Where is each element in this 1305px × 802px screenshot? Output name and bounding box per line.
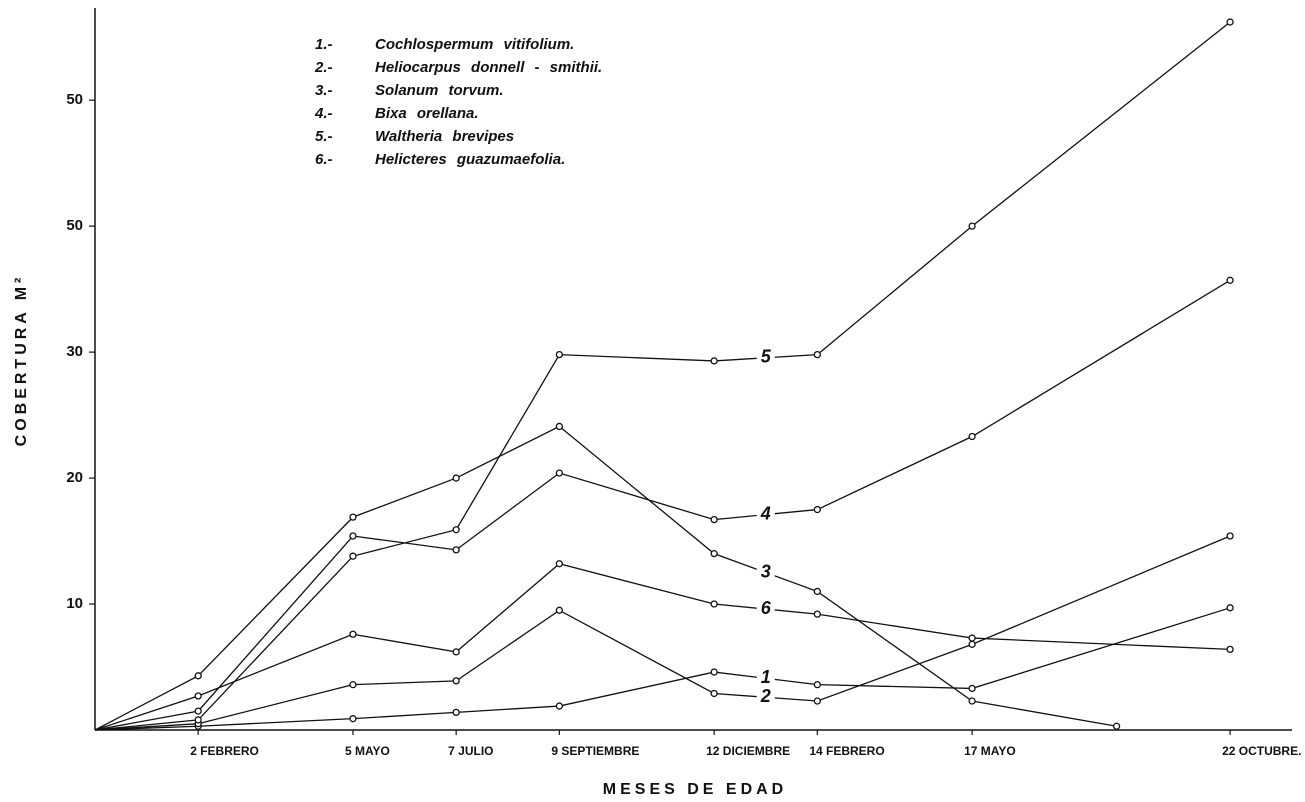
x-tick-label: 9 SEPTIEMBRE — [551, 744, 639, 758]
data-point — [349, 681, 357, 689]
data-point — [452, 708, 460, 717]
data-point — [349, 715, 357, 723]
legend-number: 1.- — [315, 36, 333, 53]
y-tick-label: 20 — [66, 469, 83, 486]
series-line — [94, 535, 1231, 731]
data-point — [349, 532, 357, 540]
data-point — [710, 600, 718, 608]
x-tick-label: 12 DICIEMBRE — [706, 744, 790, 758]
series-tag: 5 — [761, 347, 772, 367]
data-point — [194, 707, 202, 715]
series-tag: 3 — [761, 561, 771, 581]
data-point — [710, 357, 718, 365]
tag-background — [756, 598, 775, 621]
legend-label: Solanum torvum. — [375, 82, 504, 99]
data-point — [349, 552, 357, 560]
tag-background — [756, 667, 775, 690]
data-point — [452, 526, 460, 534]
data-point — [813, 681, 821, 689]
data-point — [813, 350, 821, 359]
data-point — [1226, 18, 1234, 26]
tag-background — [756, 503, 775, 526]
tag-background — [756, 346, 775, 369]
legend-label: Cochlospermum vitifolium. — [375, 36, 574, 53]
legend-label: Bixa orellana. — [375, 105, 479, 122]
series-line — [94, 425, 1117, 731]
legend-number: 5.- — [315, 128, 333, 145]
y-tick-label: 30 — [66, 343, 83, 360]
data-point — [452, 474, 460, 482]
legend-number: 4.- — [314, 105, 333, 122]
x-tick-label: 22 OCTUBRE. — [1222, 744, 1301, 758]
data-point — [1226, 645, 1234, 654]
tag-background — [756, 561, 775, 584]
data-point — [194, 716, 202, 724]
data-point — [555, 469, 564, 477]
data-point — [555, 702, 564, 710]
data-point — [813, 505, 821, 514]
legend-number: 2.- — [314, 59, 333, 76]
legend-label: Waltheria brevipes — [375, 128, 514, 145]
data-point — [194, 692, 202, 700]
series-tag: 6 — [761, 598, 772, 618]
data-point — [555, 350, 564, 359]
data-point — [968, 432, 976, 441]
data-point — [813, 610, 821, 618]
y-axis-title: COBERTURA M² — [13, 274, 30, 447]
data-point — [710, 689, 718, 698]
y-tick-label: 10 — [66, 595, 83, 612]
data-point — [710, 549, 718, 558]
data-point — [349, 630, 357, 638]
data-point — [813, 697, 821, 705]
data-point — [194, 672, 202, 680]
legend-number: 3.- — [315, 82, 333, 99]
data-point — [555, 422, 564, 431]
data-point — [968, 634, 976, 642]
data-point — [968, 222, 976, 230]
series-line — [94, 21, 1231, 731]
series-tag: 4 — [760, 503, 771, 523]
data-point — [1226, 604, 1234, 612]
y-tick-label: 50 — [66, 217, 83, 234]
tag-background — [756, 686, 775, 709]
series-line — [94, 279, 1231, 731]
x-tick-label: 17 MAYO — [964, 744, 1016, 758]
data-point — [1226, 276, 1234, 284]
series-tag: 2 — [760, 686, 771, 706]
legend-label: Helicteres guazumaefolia. — [375, 151, 565, 168]
x-tick-label: 7 JULIO — [448, 744, 493, 758]
series-line — [94, 563, 1231, 731]
series-tag: 1 — [761, 667, 771, 687]
data-point — [710, 515, 718, 524]
x-tick-label: 5 MAYO — [345, 744, 390, 758]
data-point — [555, 606, 564, 614]
data-point — [555, 560, 564, 568]
data-point — [968, 684, 976, 693]
x-axis-title: MESES DE EDAD — [603, 781, 787, 798]
data-point — [968, 640, 976, 648]
data-point — [968, 697, 976, 705]
x-tick-label: 2 FEBRERO — [190, 744, 259, 758]
data-point — [452, 677, 460, 685]
data-point — [1112, 722, 1121, 730]
y-tick-label: 50 — [66, 91, 83, 108]
data-point — [1226, 532, 1234, 540]
x-tick-label: 14 FEBRERO — [809, 744, 884, 758]
data-point — [349, 513, 357, 521]
data-point — [813, 587, 821, 596]
data-point — [452, 546, 460, 554]
legend-number: 6.- — [315, 151, 333, 168]
data-point — [710, 668, 718, 676]
data-point — [452, 648, 460, 656]
legend-label: Heliocarpus donnell - smithii. — [375, 59, 602, 76]
